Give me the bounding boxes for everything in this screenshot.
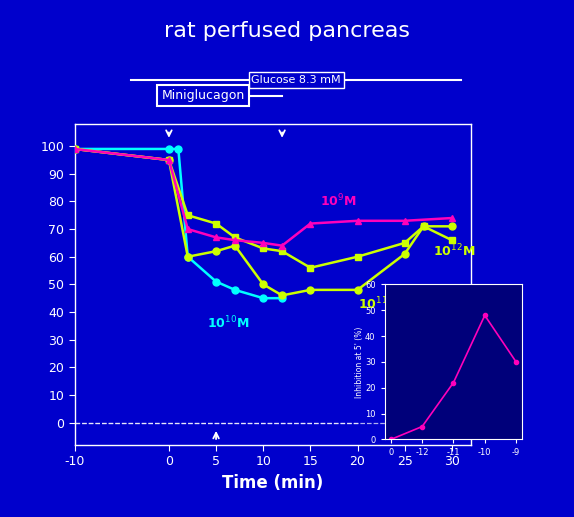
Text: Glucose 8.3 mM: Glucose 8.3 mM	[251, 75, 341, 85]
Text: 10$^{10}$M: 10$^{10}$M	[207, 315, 249, 331]
Text: rat perfused pancreas: rat perfused pancreas	[164, 21, 410, 41]
Text: 10$^9$M: 10$^9$M	[320, 193, 356, 210]
Text: 10$^{11}$M: 10$^{11}$M	[358, 295, 400, 312]
Y-axis label: Inhibition at 5' (%): Inhibition at 5' (%)	[355, 326, 363, 398]
Text: Miniglucagon: Miniglucagon	[161, 89, 245, 102]
Text: 10$^{12}$M: 10$^{12}$M	[433, 243, 475, 260]
X-axis label: Time (min): Time (min)	[222, 474, 323, 492]
